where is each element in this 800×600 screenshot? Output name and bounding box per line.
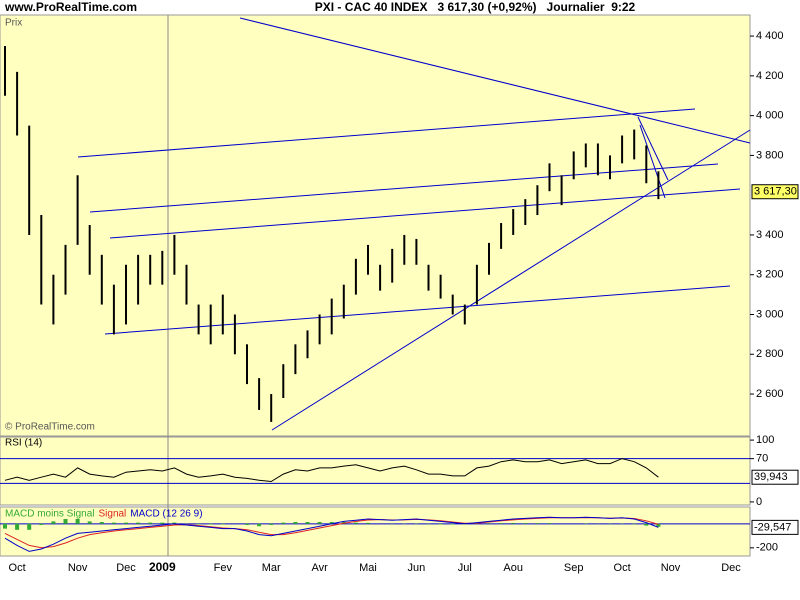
- x-tick-label: Fev: [214, 562, 233, 574]
- macd-histogram-bar: [172, 522, 177, 524]
- legend-entry: Signal: [98, 509, 126, 520]
- trendline: [109, 188, 741, 239]
- x-tick-label: Dec: [116, 562, 136, 574]
- macd-histogram-bar: [136, 522, 141, 524]
- site: www.ProRealTime.com: [4, 0, 137, 14]
- y-tick-label: 0: [756, 496, 762, 508]
- x-tick-label: Jun: [408, 562, 426, 574]
- x-tick-label: Nov: [68, 562, 88, 574]
- macd-histogram-bar: [438, 523, 443, 525]
- x-tick-label: Avr: [311, 562, 328, 574]
- x-tick-label: Dec: [721, 562, 741, 574]
- macd-histogram-bar: [329, 522, 334, 524]
- trendline: [239, 17, 751, 144]
- x-tick-label: Sep: [564, 562, 584, 574]
- y-tick-label: 4 400: [756, 30, 784, 42]
- legend-entry: MACD (12 26 9): [130, 509, 202, 520]
- macd-histogram-bar: [87, 521, 92, 524]
- x-tick-label: Jul: [458, 562, 472, 574]
- x-tick-label: Nov: [661, 562, 681, 574]
- y-tick-label: 100: [756, 434, 774, 446]
- rsi-panel: [0, 436, 751, 506]
- macd-histogram-bar: [511, 522, 516, 524]
- macd-histogram-bar: [547, 523, 552, 524]
- y-tick-label: 4 200: [756, 70, 784, 82]
- x-tick-label: Oct: [614, 562, 631, 574]
- macd-histogram-bar: [220, 523, 225, 525]
- macd-histogram-bar: [366, 522, 370, 524]
- macd-histogram-bar: [281, 522, 286, 524]
- x-tick-label: Mar: [262, 562, 281, 574]
- chart-title: PXI - CAC 40 INDEX 3 617,30 (+0,92%) Jou…: [315, 0, 636, 14]
- macd-histogram-bar: [257, 523, 262, 527]
- legend-entry: MACD moins Signal: [5, 509, 94, 520]
- macd-histogram-bar: [535, 523, 540, 524]
- macd-line: [4, 517, 659, 549]
- y-tick-label: 3 400: [756, 229, 784, 241]
- macd-histogram-bar: [63, 519, 68, 524]
- macd-histogram-bar: [269, 523, 274, 526]
- macd-histogram-bar: [148, 522, 153, 524]
- macd-histogram-bar: [499, 523, 504, 524]
- macd-histogram-bar: [99, 522, 104, 524]
- panel-label: RSI (14): [5, 438, 42, 449]
- trendlines: [77, 17, 751, 431]
- macd-histogram-bar: [208, 523, 213, 525]
- y-tick-label: 3 000: [756, 308, 784, 320]
- macd-histogram-bar: [245, 523, 249, 526]
- macd-histogram-bar: [196, 523, 201, 525]
- trendline: [271, 129, 751, 431]
- value-label: 3 617,30: [754, 186, 797, 198]
- macd-panel: [0, 506, 751, 557]
- macd-histogram-bar: [160, 522, 165, 524]
- value-label: 39,943: [754, 471, 788, 483]
- value-box: [751, 469, 799, 485]
- price-panel: [0, 14, 751, 437]
- value-box: [751, 184, 799, 200]
- macd-histogram-bar: [305, 522, 310, 524]
- macd-histogram-bar: [450, 523, 455, 525]
- macd-histogram-bar: [523, 523, 528, 524]
- rsi-line: [4, 458, 659, 483]
- macd-histogram-bar: [39, 523, 44, 526]
- trendline: [637, 116, 669, 181]
- trendline: [104, 285, 731, 335]
- value-label: -29,547: [754, 521, 791, 533]
- trendline: [89, 163, 719, 213]
- value-box: [751, 519, 799, 535]
- macd-histogram-bar: [293, 522, 298, 524]
- macd-histogram-bar: [75, 519, 80, 524]
- credit: © ProRealTime.com: [5, 422, 95, 433]
- macd-histogram-bar: [27, 523, 32, 530]
- y-tick-label: 2 600: [756, 388, 784, 400]
- macd-histogram-bar: [51, 521, 56, 524]
- x-tick-label: Mai: [359, 562, 377, 574]
- y-tick-label: 70: [756, 453, 768, 465]
- x-tick-label: 2009: [149, 560, 176, 574]
- macd-histogram-bar: [3, 523, 7, 529]
- macd-histogram-bar: [111, 522, 116, 524]
- macd-histogram-bar: [656, 523, 661, 527]
- macd-histogram-bar: [317, 522, 322, 524]
- macd-histogram-bar: [644, 523, 649, 526]
- macd-line: [4, 516, 659, 552]
- x-tick-label: Aou: [503, 562, 523, 574]
- macd-histogram-bar: [487, 523, 491, 524]
- trendline: [77, 108, 696, 158]
- y-tick-label: 2 800: [756, 348, 784, 360]
- panel-label: Prix: [5, 18, 22, 29]
- y-tick-label: 3 200: [756, 269, 784, 281]
- macd-histogram-bar: [124, 522, 128, 524]
- y-tick-label: 3 800: [756, 149, 784, 161]
- macd-histogram-bar: [15, 523, 20, 530]
- y-tick-label: -200: [756, 542, 778, 554]
- y-tick-label: 4 000: [756, 110, 784, 122]
- macd-histogram-bar: [353, 522, 358, 524]
- x-tick-label: Oct: [9, 562, 26, 574]
- trendline: [639, 124, 666, 199]
